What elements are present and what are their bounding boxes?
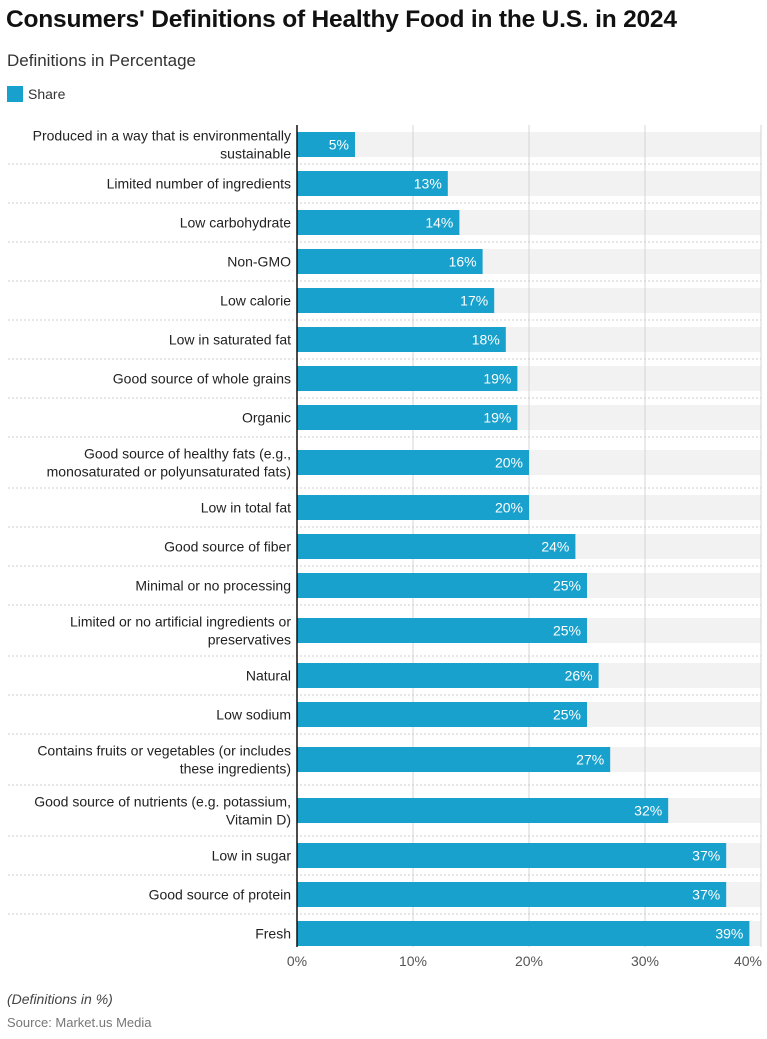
category-label: sustainable: [220, 146, 291, 162]
category-label: Produced in a way that is environmentall…: [33, 128, 291, 144]
data-label: 5%: [329, 137, 349, 153]
category-label: Good source of nutrients (e.g. potassium…: [34, 794, 291, 810]
bar: [297, 210, 460, 235]
bar: [297, 618, 587, 643]
category-label: Contains fruits or vegetables (or includ…: [37, 743, 291, 759]
bar: [297, 702, 587, 727]
legend-label: Share: [28, 86, 66, 102]
category-label: monosaturated or polyunsaturated fats): [47, 464, 291, 480]
chart-note: (Definitions in %): [7, 991, 113, 1007]
bar: [297, 663, 599, 688]
bar: [297, 171, 448, 196]
data-label: 20%: [495, 455, 523, 471]
bar: [297, 921, 750, 946]
category-label: Limited or no artificial ingredients or: [70, 614, 291, 630]
data-label: 25%: [553, 623, 581, 639]
category-label: Good source of whole grains: [113, 371, 291, 387]
data-label: 19%: [483, 410, 511, 426]
category-label: Limited number of ingredients: [107, 176, 291, 192]
chart-source: Source: Market.us Media: [7, 1015, 152, 1030]
chart-subtitle: Definitions in Percentage: [7, 51, 197, 70]
legend: Share: [7, 86, 65, 102]
bar: [297, 495, 529, 520]
x-tick-label: 40%: [734, 953, 762, 969]
bar: [297, 747, 611, 772]
category-label: Vitamin D): [226, 812, 291, 828]
data-label: 25%: [553, 707, 581, 723]
category-label: Organic: [242, 410, 291, 426]
category-label: Fresh: [255, 926, 291, 942]
bar: [297, 573, 587, 598]
bar: [297, 132, 355, 157]
bar: [297, 534, 576, 559]
x-tick-label: 0%: [287, 953, 307, 969]
x-tick-label: 20%: [515, 953, 543, 969]
data-label: 26%: [565, 668, 593, 684]
bar: [297, 882, 727, 907]
category-label: these ingredients): [180, 761, 291, 777]
x-tick-label: 10%: [399, 953, 427, 969]
data-label: 27%: [576, 752, 604, 768]
legend-swatch: [7, 86, 23, 102]
data-label: 13%: [414, 176, 442, 192]
data-label: 19%: [483, 371, 511, 387]
data-label: 17%: [460, 293, 488, 309]
data-label: 32%: [634, 803, 662, 819]
category-label: Low sodium: [216, 707, 291, 723]
category-label: Non-GMO: [227, 254, 291, 270]
bar: [297, 366, 518, 391]
bar: [297, 249, 483, 274]
data-label: 20%: [495, 500, 523, 516]
data-label: 14%: [425, 215, 453, 231]
category-label: Natural: [246, 668, 291, 684]
category-label: Low carbohydrate: [180, 215, 292, 231]
category-label: Low in saturated fat: [169, 332, 291, 348]
bar: [297, 843, 727, 868]
bar: [297, 798, 669, 823]
category-label: Low in sugar: [212, 848, 292, 864]
category-label: Low calorie: [220, 293, 291, 309]
data-label: 18%: [472, 332, 500, 348]
data-label: 24%: [541, 539, 569, 555]
data-label: 37%: [692, 848, 720, 864]
bar: [297, 450, 529, 475]
x-tick-label: 30%: [631, 953, 659, 969]
category-label: preservatives: [208, 632, 291, 648]
chart-title: Consumers' Definitions of Healthy Food i…: [6, 6, 677, 33]
data-label: 16%: [449, 254, 477, 270]
category-label: Good source of protein: [149, 887, 291, 903]
category-label: Minimal or no processing: [135, 578, 291, 594]
bar: [297, 405, 518, 430]
data-label: 25%: [553, 578, 581, 594]
bar: [297, 327, 506, 352]
category-label: Good source of healthy fats (e.g.,: [84, 446, 291, 462]
data-label: 37%: [692, 887, 720, 903]
data-label: 39%: [715, 926, 743, 942]
category-label: Low in total fat: [201, 500, 291, 516]
category-label: Good source of fiber: [164, 539, 291, 555]
bar: [297, 288, 495, 313]
